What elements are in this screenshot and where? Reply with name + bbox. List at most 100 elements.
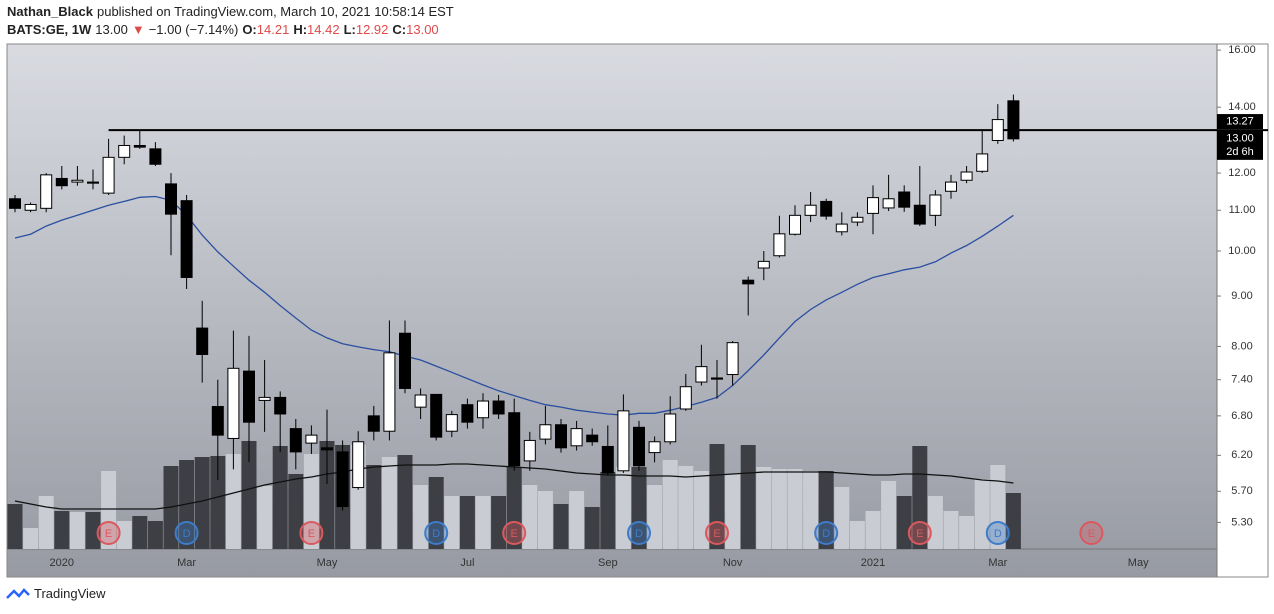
event-label: E [308, 528, 315, 540]
candle-body [180, 200, 193, 278]
candle-body [165, 183, 177, 215]
candle-body [305, 434, 318, 444]
l-label: L: [343, 22, 356, 37]
candle-body [789, 214, 801, 235]
y-tick-label: 7.40 [1231, 374, 1252, 386]
event-marker [174, 521, 199, 545]
candle-body [102, 156, 115, 194]
volume-bar [693, 471, 709, 549]
candle-body [196, 327, 209, 355]
volume-bar [491, 496, 507, 549]
candle-body [414, 394, 427, 408]
volume-bar [615, 467, 631, 549]
event-marker [985, 521, 1010, 545]
candle-body [835, 223, 848, 233]
event-marker [1079, 521, 1104, 545]
volume-bar [397, 455, 413, 549]
candle-body [274, 396, 287, 415]
x-tick-label: May [1128, 557, 1149, 569]
o-label: O: [242, 22, 257, 37]
author[interactable]: Nathan_Black [7, 4, 93, 19]
candle-body [929, 194, 942, 216]
candle-body [211, 406, 224, 436]
volume-bar [428, 477, 444, 549]
y-tick-label: 11.00 [1229, 204, 1256, 216]
candle-body [742, 279, 755, 285]
volume-bar [927, 496, 943, 549]
candle-body [882, 198, 895, 209]
volume-bar [787, 469, 803, 549]
c: 13.00 [406, 22, 439, 37]
event-label: E [1088, 528, 1095, 540]
footer: TradingView [6, 586, 106, 601]
volume-bar [990, 465, 1006, 549]
h: 14.42 [307, 22, 340, 37]
volume-bar [881, 481, 897, 549]
event-marker [299, 521, 324, 545]
volume-bar [1005, 493, 1021, 549]
last-price-label: 13.00 [1226, 132, 1254, 144]
event-marker [502, 521, 527, 545]
volume-bar [459, 496, 475, 549]
candle-body [664, 413, 677, 443]
volume-bar [444, 496, 460, 549]
volume-bar [506, 467, 522, 549]
candle-body [555, 424, 567, 449]
candle-body [804, 204, 817, 216]
frame [6, 43, 1269, 578]
chart: 16.00 14.00 12.00 11.00 10.00 9.00 8.00 7.40 6.8… [6, 43, 1269, 578]
legend-line: BATS:GE, 1W 13.00 ▼ −1.00 (−7.14%) O:14.21 H:… [7, 22, 439, 37]
volume-bar [272, 446, 288, 549]
candle-body [570, 428, 583, 447]
volume-bar [194, 457, 210, 549]
candle-body [867, 197, 879, 214]
volume-bar [584, 507, 600, 549]
last-price-tag [1217, 130, 1263, 160]
candle-body [430, 393, 443, 438]
candle-body [149, 148, 162, 165]
candle-body [586, 434, 599, 443]
y-tick-label: 14.00 [1228, 101, 1256, 113]
candle-body [24, 203, 37, 211]
candle-body [321, 447, 333, 451]
volume-bar [132, 516, 148, 549]
countdown: 2d 6h [1226, 146, 1254, 158]
y-tick-label: 5.30 [1231, 516, 1252, 528]
candle-body [539, 424, 552, 440]
event-marker [907, 521, 932, 545]
event-label: E [105, 528, 112, 540]
candle-body [336, 451, 349, 508]
x-tick-label: Mar [177, 557, 196, 569]
volume-bar [257, 486, 273, 549]
volume-bar [475, 496, 491, 549]
candle-body [851, 216, 864, 223]
candle-body [757, 260, 770, 269]
volume-bar [631, 467, 647, 549]
candle-body [913, 204, 926, 225]
x-tick-label: Mar [988, 557, 1007, 569]
candle-body [243, 370, 255, 423]
volume-bar [600, 472, 616, 549]
event-marker [814, 521, 839, 545]
candle-body [898, 191, 911, 208]
candle-body [289, 428, 302, 453]
volume-bar [678, 466, 694, 549]
volume-bar [569, 491, 585, 549]
symbol: BATS:GE, 1W [7, 22, 92, 37]
volume-bar [818, 471, 834, 549]
volume-bar [241, 441, 257, 549]
volume-bar [647, 485, 663, 549]
volume-bar [756, 467, 772, 549]
volume-bar [288, 474, 304, 549]
candle-body [726, 342, 739, 376]
y-tick-label: 16.00 [1228, 44, 1256, 56]
candle-body [40, 174, 53, 209]
volume-bar [896, 496, 912, 549]
volume-bar [116, 521, 132, 549]
arrow: ▼ [131, 22, 145, 37]
volume-bar [225, 454, 241, 549]
candle-body [87, 181, 99, 184]
volume-bar [725, 474, 741, 549]
brand[interactable]: TradingView [34, 586, 106, 601]
o: 14.21 [256, 22, 290, 37]
